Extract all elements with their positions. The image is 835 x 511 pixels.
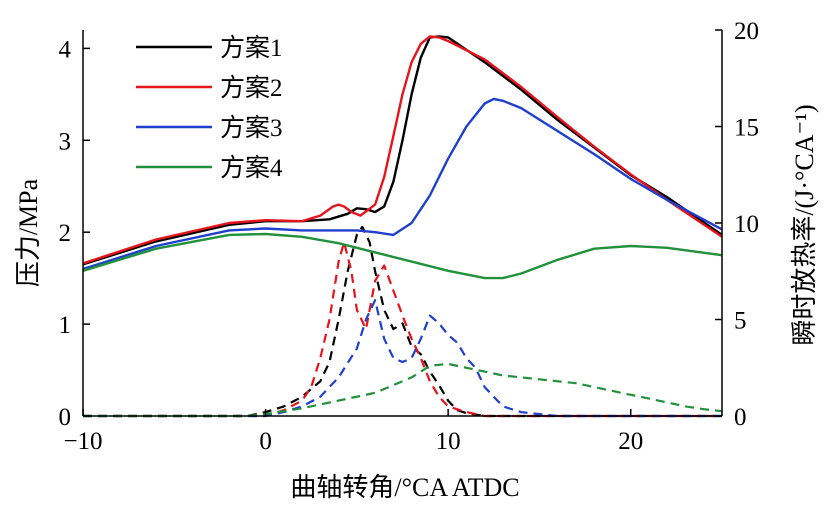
y-left-tick-label: 2 (59, 220, 72, 247)
heat-release-line-series-3 (83, 299, 722, 418)
y-right-tick-label: 10 (734, 211, 759, 238)
y-right-tick-label: 15 (734, 115, 759, 142)
y-axis-left-title: 压力/MPa (14, 178, 43, 287)
y-axis-right-title: 瞬时放热率/(J·°CA⁻¹) (790, 104, 819, 345)
pressure-line-series-4 (82, 232, 723, 280)
x-axis-title: 曲轴转角/°CA ATDC (290, 473, 519, 502)
heat-release-line-series-4 (83, 362, 723, 418)
x-tick-label: 0 (259, 428, 272, 455)
heat-release-line-series-2 (83, 241, 722, 418)
y-left-tick-label: 4 (59, 36, 72, 63)
pressure-line-series-2 (82, 35, 723, 265)
x-tick-label: −10 (63, 428, 102, 455)
y-left-tick-label: 0 (59, 404, 72, 431)
legend-label-series-4: 方案4 (220, 154, 283, 182)
y-right-tick-label: 20 (734, 18, 759, 45)
y-left-tick-label: 1 (59, 312, 72, 339)
x-tick-label: 10 (436, 428, 461, 455)
y-right-tick-label: 5 (734, 308, 747, 335)
plot-area (82, 35, 723, 418)
pressure-line-series-3 (82, 97, 723, 271)
legend-label-series-1: 方案1 (220, 34, 283, 62)
legend-label-series-2: 方案2 (220, 74, 283, 102)
y-left-tick-label: 3 (59, 128, 72, 155)
legend: 方案1 方案2 方案3 方案4 (136, 34, 283, 182)
legend-label-series-3: 方案3 (220, 114, 283, 142)
heat-release-line-series-1 (83, 225, 722, 418)
x-tick-label: 20 (618, 428, 643, 455)
y-right-tick-label: 0 (734, 404, 747, 431)
